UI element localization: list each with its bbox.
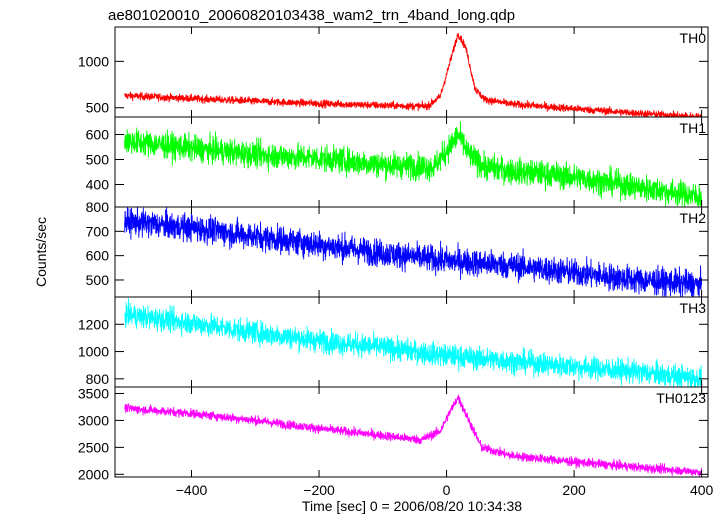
panel-frame — [114, 26, 709, 118]
panel-th0: 500 1000 TH0 — [78, 26, 709, 118]
x-axis-label: Time [sec] 0 = 2006/08/20 10:34:38 — [302, 498, 522, 514]
series-th0123-line — [124, 394, 703, 477]
series-th3-line — [124, 298, 703, 387]
y-tick-label: 500 — [86, 100, 110, 116]
series-th1-line — [124, 121, 703, 207]
series-th0-line — [124, 32, 703, 117]
panel-th1: 400 500 600 TH1 — [86, 116, 709, 208]
panel-label-th0123: TH0123 — [656, 390, 706, 406]
y-tick-label: 3500 — [78, 385, 109, 401]
y-axis-label: Counts/sec — [33, 217, 49, 287]
panel-th3: 800 1000 1200 TH3 — [78, 296, 709, 388]
y-tick-label: 500 — [86, 152, 110, 168]
y-tick-label: 1200 — [78, 316, 109, 332]
y-tick-label: 500 — [86, 272, 110, 288]
panel-label-th1: TH1 — [680, 120, 707, 136]
panel-th0123: 2000 2500 3000 3500 TH0123 — [78, 385, 709, 482]
y-tick-label: 800 — [86, 199, 110, 215]
y-tick-label: 800 — [86, 371, 110, 387]
panel-label-th3: TH3 — [680, 300, 707, 316]
y-tick-label: 2500 — [78, 439, 109, 455]
panels-group: 500 1000 TH0 400 500 600 TH1 500 600 700 800 TH2 800… — [78, 26, 714, 498]
y-tick-label: 1000 — [78, 344, 109, 360]
y-tick-label: 700 — [86, 223, 110, 239]
y-tick-label: 400 — [86, 177, 110, 193]
x-tick-label: −400 — [176, 482, 208, 498]
panel-label-th0: TH0 — [680, 30, 707, 46]
x-tick-label: −200 — [303, 482, 335, 498]
panel-frame — [114, 386, 709, 478]
y-tick-label: 600 — [86, 248, 110, 264]
chart-title: ae801020010_20060820103438_wam2_trn_4ban… — [108, 7, 515, 24]
y-tick-label: 3000 — [78, 412, 109, 428]
panel-th2: 500 600 700 800 TH2 — [86, 199, 709, 298]
x-tick-label: 400 — [690, 482, 714, 498]
y-tick-label: 1000 — [78, 53, 109, 69]
y-tick-label: 600 — [86, 127, 110, 143]
series-th2-line — [124, 207, 703, 297]
x-tick-label: 200 — [562, 482, 586, 498]
y-tick-label: 2000 — [78, 466, 109, 482]
panel-label-th2: TH2 — [680, 210, 707, 226]
x-tick-label: 0 — [443, 482, 451, 498]
